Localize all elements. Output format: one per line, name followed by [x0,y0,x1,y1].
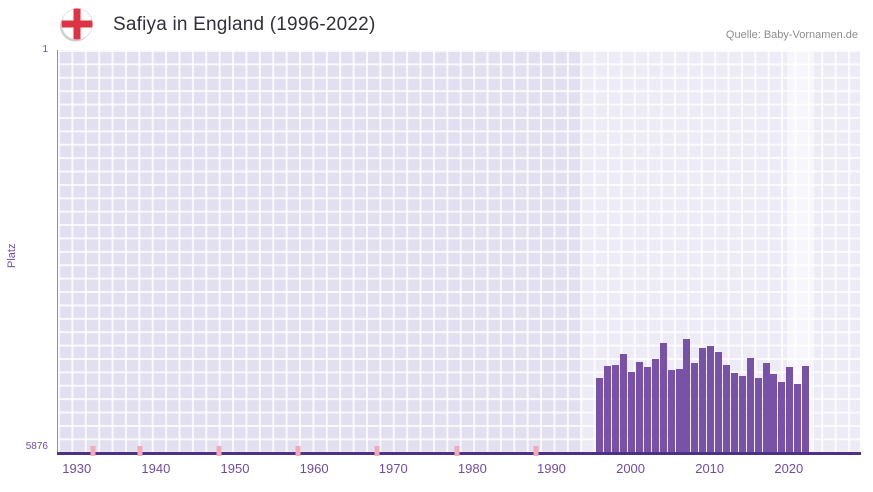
x-tick-label-1990: 1990 [536,461,566,476]
y-axis-label: Platz [6,243,18,268]
x-tick-label-1980: 1980 [457,461,487,476]
bar-2017 [762,362,770,452]
bar-2003 [651,358,659,452]
minor-marker-1958 [295,446,301,456]
bar-2008 [691,363,699,452]
plot-area [57,50,860,452]
bar-1998 [612,364,620,452]
bar-2020 [786,367,794,452]
bar-2013 [730,372,738,452]
x-tick-label-1930: 1930 [62,461,92,476]
x-axis-ticks: 1930 1940 1950 1960 1970 1980 1990 2000 2010 2020 [0,461,873,481]
minor-markers-layer [57,446,860,458]
bar-1996 [596,378,604,452]
bar-2016 [754,378,762,452]
bar-2004 [659,343,667,452]
y-tick-bottom: 5876 [25,441,48,452]
bar-2012 [723,364,730,452]
bar-2000 [628,371,636,452]
x-tick-label-1960: 1960 [299,461,329,476]
bars-layer [58,50,860,452]
bar-2005 [667,370,675,452]
bar-2019 [778,382,786,452]
bar-2014 [738,375,746,452]
x-tick-label-2000: 2000 [616,461,646,476]
bar-2022 [802,366,810,452]
x-tick-label-1950: 1950 [220,461,250,476]
bar-2006 [675,368,683,452]
x-tick-label-1940: 1940 [141,461,171,476]
minor-marker-1948 [216,446,222,456]
bar-1997 [604,366,612,452]
bar-2009 [699,348,707,452]
chart-header: Safiya in England (1996-2022) [56,4,375,46]
minor-marker-1978 [454,446,460,456]
bar-2015 [746,357,754,452]
minor-marker-1988 [533,446,539,456]
minor-marker-1932 [90,446,96,456]
bar-2002 [643,367,651,452]
minor-marker-1968 [374,446,380,456]
bar-2001 [635,361,643,452]
x-tick-label-2010: 2010 [695,461,725,476]
chart-title: Safiya in England (1996-2022) [113,14,376,35]
bar-2010 [707,346,715,452]
minor-marker-1938 [137,446,143,456]
source-attribution: Quelle: Baby-Vornamen.de [725,29,858,41]
y-tick-top: 1 [42,44,48,55]
bar-2018 [770,374,778,452]
bar-2007 [683,339,691,452]
england-flag-icon [56,6,98,44]
bar-1999 [620,354,628,452]
bar-2021 [794,383,802,452]
bar-2011 [715,351,723,452]
x-tick-label-2020: 2020 [774,461,804,476]
x-tick-label-1970: 1970 [378,461,408,476]
